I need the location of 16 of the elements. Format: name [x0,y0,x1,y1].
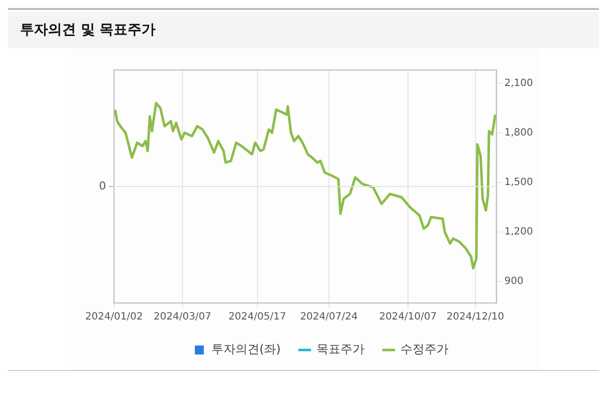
legend-label: 수정주가 [400,342,449,356]
x-tick-label: 2024/12/10 [446,312,504,323]
x-tick-label: 2024/01/02 [85,312,143,323]
legend-label: 투자의견(좌) [211,342,281,356]
y2-tick-label: 1,800 [504,127,534,138]
legend-label: 목표주가 [316,342,365,356]
x-tick-label: 2024/05/17 [228,312,286,323]
x-tick-label: 2024/07/24 [300,312,358,323]
y2-tick-label: 1,200 [504,226,534,238]
x-tick-label: 2024/03/07 [154,312,212,323]
y2-tick-label: 2,100 [504,78,534,89]
y2-tick-label: 1,500 [504,176,534,188]
x-tick-label: 2024/10/07 [379,312,437,323]
text: 0 [99,179,106,192]
chart-title: 투자의견 및 목표주가 [8,12,599,48]
y2-tick-label: 900 [504,276,524,288]
